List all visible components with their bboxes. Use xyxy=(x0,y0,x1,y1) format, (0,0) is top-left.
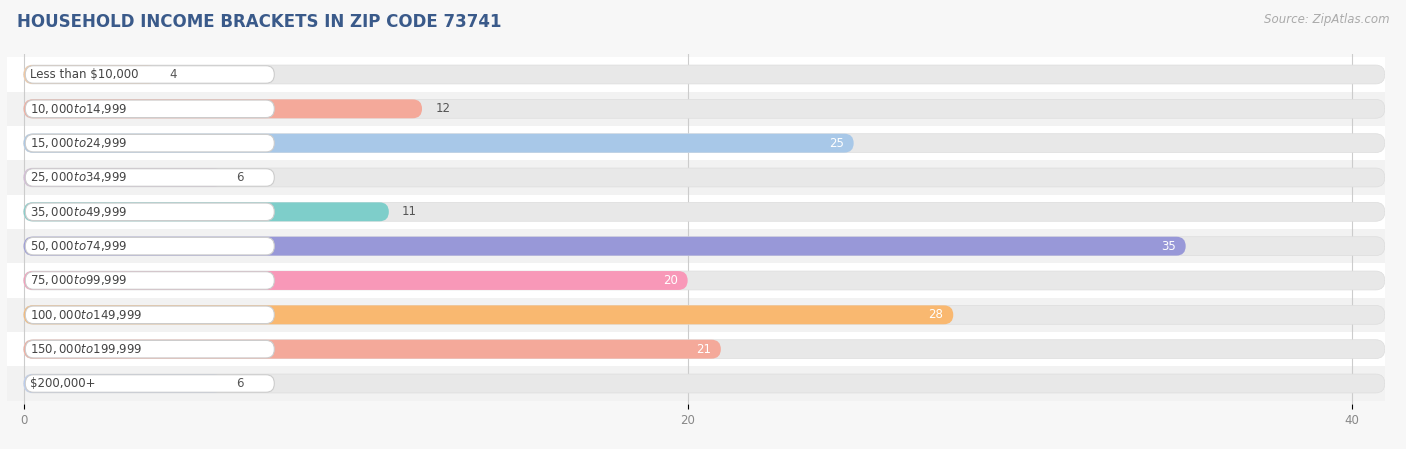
Text: 21: 21 xyxy=(696,343,711,356)
Text: 20: 20 xyxy=(662,274,678,287)
Text: $25,000 to $34,999: $25,000 to $34,999 xyxy=(31,171,128,185)
Text: Source: ZipAtlas.com: Source: ZipAtlas.com xyxy=(1264,13,1389,26)
Text: $35,000 to $49,999: $35,000 to $49,999 xyxy=(31,205,128,219)
FancyBboxPatch shape xyxy=(24,99,1385,118)
FancyBboxPatch shape xyxy=(24,134,853,153)
Text: 28: 28 xyxy=(928,308,943,321)
FancyBboxPatch shape xyxy=(24,305,1385,324)
FancyBboxPatch shape xyxy=(25,238,274,255)
FancyBboxPatch shape xyxy=(0,298,1406,332)
FancyBboxPatch shape xyxy=(0,160,1406,195)
Text: $150,000 to $199,999: $150,000 to $199,999 xyxy=(31,342,142,356)
Text: $50,000 to $74,999: $50,000 to $74,999 xyxy=(31,239,128,253)
FancyBboxPatch shape xyxy=(24,168,222,187)
FancyBboxPatch shape xyxy=(24,202,1385,221)
FancyBboxPatch shape xyxy=(25,169,274,186)
Text: $200,000+: $200,000+ xyxy=(31,377,96,390)
FancyBboxPatch shape xyxy=(0,126,1406,160)
FancyBboxPatch shape xyxy=(25,306,274,324)
Text: 25: 25 xyxy=(830,136,844,150)
FancyBboxPatch shape xyxy=(0,195,1406,229)
FancyBboxPatch shape xyxy=(24,99,422,118)
Text: 4: 4 xyxy=(170,68,177,81)
FancyBboxPatch shape xyxy=(25,100,274,118)
Text: 35: 35 xyxy=(1161,240,1175,253)
Text: $15,000 to $24,999: $15,000 to $24,999 xyxy=(31,136,128,150)
FancyBboxPatch shape xyxy=(25,134,274,152)
FancyBboxPatch shape xyxy=(24,271,1385,290)
Text: $100,000 to $149,999: $100,000 to $149,999 xyxy=(31,308,142,322)
Text: 11: 11 xyxy=(402,205,418,218)
FancyBboxPatch shape xyxy=(0,263,1406,298)
FancyBboxPatch shape xyxy=(24,237,1385,255)
FancyBboxPatch shape xyxy=(0,229,1406,263)
Text: 12: 12 xyxy=(436,102,450,115)
Text: HOUSEHOLD INCOME BRACKETS IN ZIP CODE 73741: HOUSEHOLD INCOME BRACKETS IN ZIP CODE 73… xyxy=(17,13,502,31)
FancyBboxPatch shape xyxy=(25,375,274,392)
FancyBboxPatch shape xyxy=(24,168,1385,187)
Text: $75,000 to $99,999: $75,000 to $99,999 xyxy=(31,273,128,287)
Text: 6: 6 xyxy=(236,377,243,390)
FancyBboxPatch shape xyxy=(24,340,721,359)
FancyBboxPatch shape xyxy=(24,202,389,221)
FancyBboxPatch shape xyxy=(24,65,156,84)
FancyBboxPatch shape xyxy=(24,374,1385,393)
FancyBboxPatch shape xyxy=(24,305,953,324)
FancyBboxPatch shape xyxy=(0,92,1406,126)
FancyBboxPatch shape xyxy=(24,237,1185,255)
FancyBboxPatch shape xyxy=(24,271,688,290)
FancyBboxPatch shape xyxy=(25,340,274,358)
FancyBboxPatch shape xyxy=(24,374,222,393)
FancyBboxPatch shape xyxy=(24,134,1385,153)
FancyBboxPatch shape xyxy=(0,332,1406,366)
FancyBboxPatch shape xyxy=(24,65,1385,84)
Text: 6: 6 xyxy=(236,171,243,184)
Text: $10,000 to $14,999: $10,000 to $14,999 xyxy=(31,102,128,116)
FancyBboxPatch shape xyxy=(0,366,1406,401)
FancyBboxPatch shape xyxy=(24,340,1385,359)
FancyBboxPatch shape xyxy=(25,66,274,83)
FancyBboxPatch shape xyxy=(25,272,274,289)
Text: Less than $10,000: Less than $10,000 xyxy=(31,68,139,81)
FancyBboxPatch shape xyxy=(25,203,274,220)
FancyBboxPatch shape xyxy=(0,57,1406,92)
